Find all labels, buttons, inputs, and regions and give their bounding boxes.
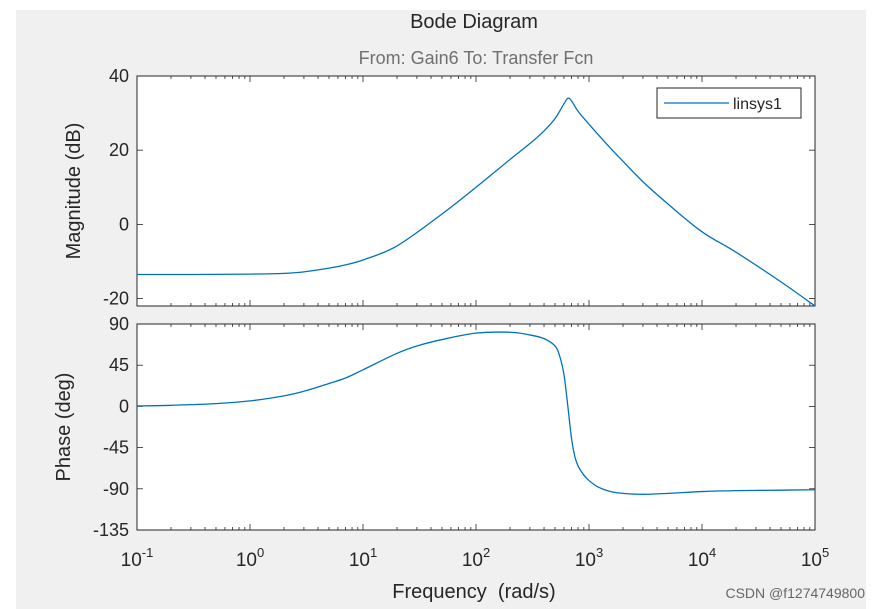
x-tick-label-exponent: -1 [142, 545, 154, 560]
y-tick-label: -90 [103, 479, 129, 499]
y-tick-label: 40 [109, 66, 129, 86]
y-tick-label: 0 [119, 214, 129, 234]
x-tick-label: 105 [801, 545, 829, 571]
x-tick-label: 101 [349, 545, 377, 571]
x-tick-label-base: 10 [801, 550, 822, 571]
x-tick-label-base: 10 [121, 550, 142, 571]
y-tick-label: 20 [109, 140, 129, 160]
chart-title: Bode Diagram [410, 11, 538, 33]
y-tick-label: 90 [109, 314, 129, 334]
magnitude-ticks [136, 75, 816, 306]
x-tick-label-exponent: 0 [257, 545, 264, 560]
chart-subtitle: From: Gain6 To: Transfer Fcn [359, 48, 594, 68]
x-tick-label-exponent: 2 [483, 545, 490, 560]
x-tick-label: 102 [462, 545, 490, 571]
x-tick-label: 100 [236, 545, 264, 571]
frequency-x-axis-label: Frequency (rad/s) [392, 581, 555, 603]
y-tick-label: -135 [93, 520, 129, 540]
x-tick-label-base: 10 [575, 550, 596, 571]
legend-entry-linsys1: linsys1 [733, 96, 782, 113]
x-tick-label-exponent: 5 [822, 545, 829, 560]
frequency-x-tick-labels: 10-1 100 101 102 103 104 105 [121, 545, 830, 571]
x-tick-label-base: 10 [462, 550, 483, 571]
phase-series-line [136, 331, 816, 495]
y-tick-label: 45 [109, 355, 129, 375]
x-tick-label: 104 [688, 545, 716, 571]
legend: linsys1 [656, 87, 802, 119]
magnitude-y-axis-label: Magnitude (dB) [63, 123, 85, 260]
magnitude-y-tick-labels: -20 0 20 40 [103, 66, 129, 309]
magnitude-series-line [136, 97, 816, 307]
watermark: CSDN @f1274749800 [725, 585, 865, 601]
x-tick-label: 10-1 [121, 545, 154, 571]
x-tick-label-base: 10 [688, 550, 709, 571]
phase-y-tick-labels: -135 -90 -45 0 45 90 [93, 314, 129, 540]
phase-y-axis-label: Phase (deg) [53, 373, 75, 482]
y-tick-label: 0 [119, 396, 129, 416]
phase-axes [136, 323, 816, 531]
x-tick-label-exponent: 4 [709, 545, 716, 560]
x-tick-label-exponent: 3 [596, 545, 603, 560]
x-tick-label-base: 10 [236, 550, 257, 571]
x-tick-label-exponent: 1 [370, 545, 377, 560]
x-tick-label: 103 [575, 545, 603, 571]
y-tick-label: -45 [103, 438, 129, 458]
y-tick-label: -20 [103, 289, 129, 309]
x-tick-label-base: 10 [349, 550, 370, 571]
